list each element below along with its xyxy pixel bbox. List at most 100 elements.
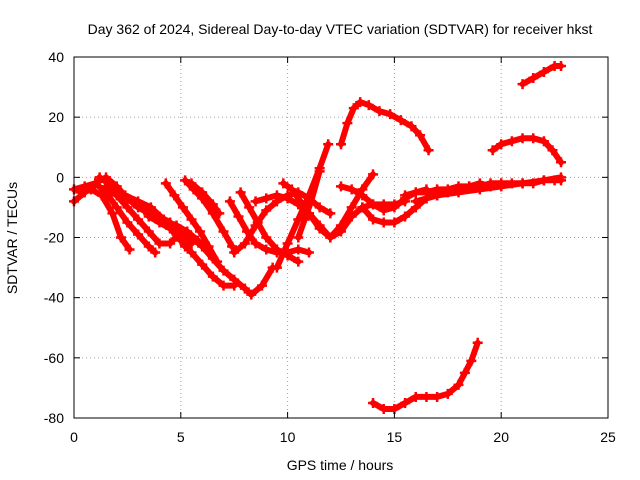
series-pass-23	[400, 178, 507, 201]
series-line	[402, 180, 505, 199]
data-point	[442, 388, 453, 399]
data-point	[496, 178, 507, 189]
data-point	[246, 289, 257, 300]
data-point	[556, 61, 567, 72]
data-point	[314, 202, 325, 213]
data-point	[400, 211, 411, 222]
data-point	[306, 196, 317, 207]
data-point	[86, 184, 97, 195]
series-pass-20	[336, 97, 434, 156]
data-point	[180, 175, 191, 186]
data-point	[410, 196, 421, 207]
series-pass-24	[368, 337, 483, 414]
data-point	[133, 214, 144, 225]
data-point	[485, 178, 496, 189]
data-point	[229, 247, 240, 258]
data-point	[423, 145, 434, 156]
y-tick-label: 0	[56, 169, 64, 185]
data-point	[224, 196, 235, 207]
data-point	[547, 145, 558, 156]
data-point	[556, 157, 567, 168]
x-tick-label: 20	[493, 429, 509, 445]
data-point	[368, 397, 379, 408]
data-point	[261, 205, 272, 216]
data-point	[506, 178, 517, 189]
x-tick-label: 25	[600, 429, 616, 445]
data-point	[122, 217, 133, 228]
data-point	[250, 196, 261, 207]
data-point	[282, 193, 293, 204]
data-point	[244, 202, 255, 213]
data-point	[250, 238, 261, 249]
series-pass-09	[160, 178, 223, 267]
data-point	[442, 184, 453, 195]
data-point	[143, 226, 154, 237]
series-pass-02	[69, 178, 161, 258]
data-point	[346, 184, 357, 195]
data-point	[261, 193, 272, 204]
data-point	[239, 283, 250, 294]
data-series	[69, 61, 567, 414]
data-point	[348, 103, 359, 114]
data-point	[154, 217, 165, 228]
data-point	[421, 391, 432, 402]
data-point	[186, 214, 197, 225]
data-point	[165, 223, 176, 234]
data-point	[186, 178, 197, 189]
series-line	[280, 171, 376, 241]
data-point	[227, 241, 238, 252]
data-point	[197, 259, 208, 270]
x-axis-ticks: 0 5 10 15 20 25	[70, 57, 616, 445]
data-point	[357, 190, 368, 201]
data-point	[256, 280, 267, 291]
data-point	[374, 106, 385, 117]
data-point	[496, 139, 507, 150]
data-point	[271, 262, 282, 273]
data-point	[378, 205, 389, 216]
data-point	[165, 238, 176, 249]
data-point	[115, 232, 126, 243]
data-point	[303, 208, 314, 219]
data-point	[538, 67, 549, 78]
data-point	[453, 379, 464, 390]
data-point	[218, 280, 229, 291]
data-point	[389, 217, 400, 228]
data-point	[286, 184, 297, 195]
data-point	[355, 97, 366, 108]
data-point	[111, 202, 122, 213]
data-point	[342, 118, 353, 129]
data-point	[177, 202, 188, 213]
data-point	[378, 403, 389, 414]
data-point	[299, 214, 310, 225]
data-point	[487, 145, 498, 156]
data-point	[466, 355, 477, 366]
data-point	[395, 115, 406, 126]
data-point	[143, 211, 154, 222]
data-point	[400, 190, 411, 201]
y-tick-label: -40	[44, 290, 64, 306]
data-point	[368, 199, 379, 210]
data-point	[207, 199, 218, 210]
data-point	[378, 217, 389, 228]
data-point	[212, 256, 223, 267]
data-point	[432, 391, 443, 402]
data-point	[154, 238, 165, 249]
data-point	[346, 202, 357, 213]
data-point	[556, 175, 567, 186]
data-point	[250, 220, 261, 231]
series-line	[188, 180, 223, 217]
data-point	[528, 178, 539, 189]
data-point	[186, 247, 197, 258]
data-point	[143, 241, 154, 252]
data-point	[325, 232, 336, 243]
data-point	[169, 190, 180, 201]
data-point	[180, 241, 191, 252]
data-point	[538, 136, 549, 147]
data-point	[122, 193, 133, 204]
chart-title: Day 362 of 2024, Sidereal Day-to-day VTE…	[88, 21, 593, 37]
data-point	[124, 244, 135, 255]
data-point	[94, 172, 105, 183]
y-tick-label: -60	[44, 350, 64, 366]
data-point	[239, 238, 250, 249]
